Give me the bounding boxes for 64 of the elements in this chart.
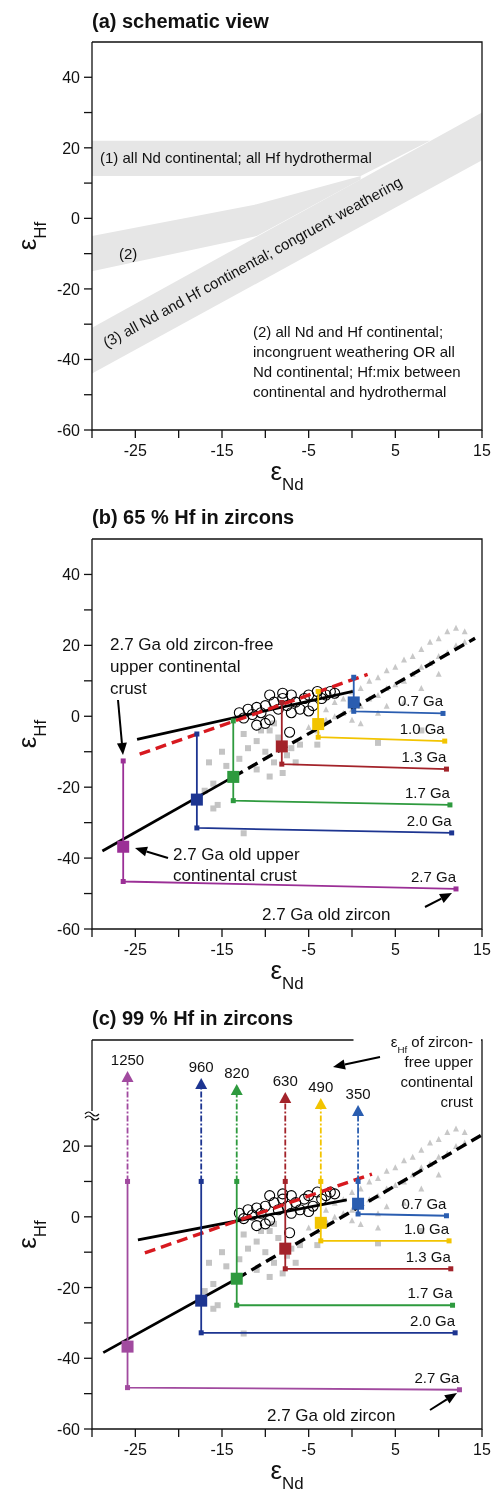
x-tick-label: 5 xyxy=(390,442,400,459)
x-tick-label: -15 xyxy=(210,1441,234,1458)
y-tick-label: 20 xyxy=(62,1138,81,1156)
x-tick-label: -15 xyxy=(210,941,234,958)
annotation: 490 xyxy=(308,1078,334,1095)
series-label: 2.7 Ga xyxy=(414,1368,461,1386)
annotation: ε$_{Hf}$ of zircon-free upper continental crust xyxy=(390,1033,474,1110)
x-axis-title: ε$_{Nd}$ xyxy=(270,1455,304,1489)
y-tick-label: -20 xyxy=(56,779,81,797)
y-tick-label: 40 xyxy=(62,69,81,87)
x-axis-title: ε$_{Nd}$ xyxy=(270,456,304,494)
series-label: 0.7 Ga xyxy=(401,1194,448,1212)
x-tick-label: -5 xyxy=(301,442,316,459)
x-axis-title: ε$_{Nd}$ xyxy=(270,955,304,993)
chart-title: (b) 65 % Hf in zircons xyxy=(92,506,295,528)
text: (1) all Nd continental; all Hf hydrothermal xyxy=(100,149,372,167)
y-tick-label: -20 xyxy=(56,1279,81,1297)
y-tick-label: -60 xyxy=(56,422,81,439)
series-label: 1.0 Ga xyxy=(404,1219,450,1237)
y-tick-label: 20 xyxy=(62,139,81,157)
x-tick-label: -25 xyxy=(123,1441,147,1458)
x-tick-label: 5 xyxy=(390,941,400,958)
series-label: 1.7 Ga xyxy=(407,1284,454,1302)
series-label: 1.0 Ga xyxy=(399,720,446,738)
annotation: 960 xyxy=(188,1058,214,1075)
annotation: 2.7 Ga old zircon xyxy=(262,905,391,924)
x-tick-label: -5 xyxy=(301,1441,316,1458)
series-label: 1.7 Ga xyxy=(404,783,451,801)
text: (2) xyxy=(119,244,138,262)
y-tick-label: 0 xyxy=(71,210,81,228)
y-tick-label: 0 xyxy=(71,1208,81,1226)
chart-title: (c) 99 % Hf in zircons xyxy=(92,1007,294,1029)
series-label: 2.7 Ga xyxy=(410,867,457,885)
series-label: 1.3 Ga xyxy=(401,748,448,766)
x-tick-label: 15 xyxy=(473,941,491,958)
series-label: 0.7 Ga xyxy=(397,692,444,710)
chart-title: (a) schematic view xyxy=(92,10,270,32)
series-label: 2.0 Ga xyxy=(410,1311,456,1329)
x-tick-label: 15 xyxy=(473,442,491,459)
y-tick-label: -60 xyxy=(56,921,81,938)
x-tick-label: 15 xyxy=(473,1441,491,1458)
y-tick-label: 20 xyxy=(62,637,81,655)
y-tick-label: -60 xyxy=(56,1421,81,1438)
x-tick-label: -25 xyxy=(123,442,147,459)
annotation: 820 xyxy=(224,1064,250,1081)
annotation: 350 xyxy=(345,1085,371,1102)
y-tick-label: -40 xyxy=(56,351,81,369)
series-label: 2.0 Ga xyxy=(406,811,453,829)
y-tick-label: -40 xyxy=(56,1350,81,1368)
y-tick-label: -40 xyxy=(56,850,81,868)
annotation: 630 xyxy=(272,1072,298,1089)
annotation: 2.7 Ga old zircon-free upper continental crust xyxy=(110,635,274,698)
x-tick-label: -5 xyxy=(301,941,316,958)
x-tick-label: -25 xyxy=(123,941,147,958)
y-tick-label: -20 xyxy=(56,280,81,298)
x-tick-label: -15 xyxy=(210,442,234,459)
annotation: 1250 xyxy=(110,1051,145,1068)
y-tick-label: 0 xyxy=(71,708,81,726)
annotation: 2.7 Ga old upper continental crust xyxy=(173,845,300,885)
annotation: (2) all Nd and Hf continental; incongruent weathering OR all Nd continental; Hf:mix between continental and hydrothermal xyxy=(253,323,461,400)
y-tick-label: 40 xyxy=(62,566,81,584)
annotation: 2.7 Ga old zircon xyxy=(267,1406,396,1425)
x-tick-label: 5 xyxy=(390,1441,400,1458)
series-label: 1.3 Ga xyxy=(405,1247,452,1265)
